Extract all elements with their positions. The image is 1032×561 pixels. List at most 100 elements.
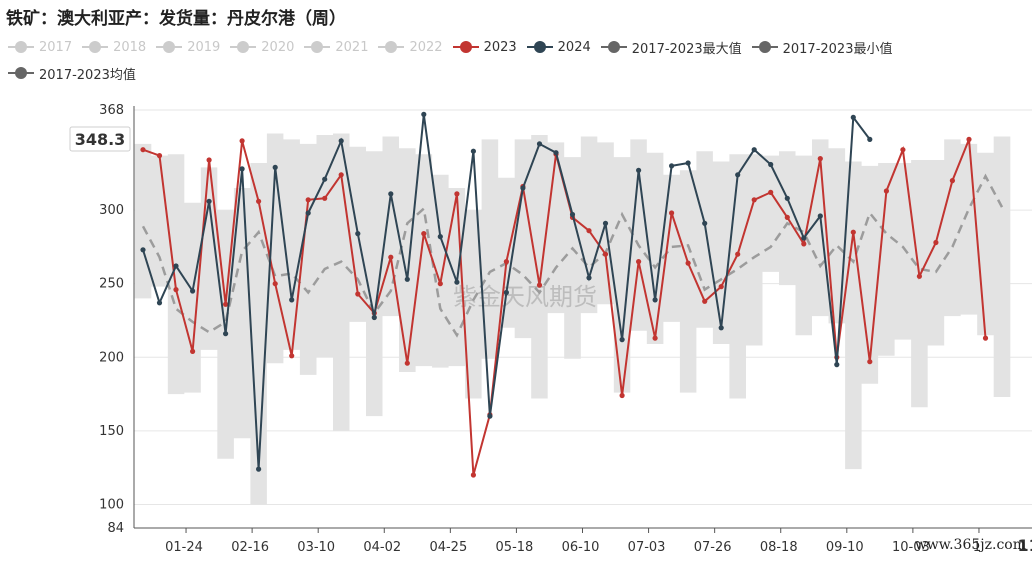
legend-item-2017-2023最小值[interactable]: 2017-2023最小值: [751, 38, 892, 57]
data-point-2023: [437, 281, 443, 287]
data-point-2023: [173, 287, 179, 293]
legend-label: 2018: [113, 39, 147, 55]
y-tick-label: 368: [99, 103, 124, 118]
legend-label: 2021: [335, 39, 369, 55]
legend-item-2021[interactable]: 2021: [304, 38, 368, 56]
data-point-2023: [404, 360, 410, 366]
x-tick-label: 07-26: [694, 540, 732, 555]
y-tick-label: 200: [99, 350, 124, 365]
legend-label: 2020: [261, 39, 295, 55]
data-point-2023: [735, 251, 741, 257]
data-point-2024: [437, 234, 443, 240]
data-point-2024: [470, 148, 476, 154]
legend-item-2024[interactable]: 2024: [526, 38, 591, 56]
legend-label: 2022: [409, 39, 443, 55]
data-point-2024: [602, 220, 609, 226]
data-point-2023: [322, 195, 328, 201]
x-tick-label: 08-18: [760, 540, 798, 555]
x-tick-label: 03-10: [297, 540, 335, 555]
data-point-2024: [652, 297, 658, 303]
legend-symbol-icon: [230, 40, 257, 54]
series-line-avg: [141, 173, 1004, 338]
data-point-2023: [454, 191, 460, 197]
legend-symbol-icon: [600, 40, 627, 54]
data-point-2023: [883, 188, 890, 194]
data-point-2024: [190, 288, 196, 294]
data-point-2023: [190, 348, 196, 354]
legend-item-2017-2023最大值[interactable]: 2017-2023最大值: [600, 38, 742, 57]
legend-item-2017-2023均值[interactable]: 2017-2023均值: [8, 64, 136, 83]
data-point-2023: [338, 172, 344, 178]
data-point-2024: [520, 185, 526, 191]
data-point-2023: [982, 335, 989, 341]
y-tick-label: 300: [99, 203, 124, 218]
data-point-2023: [355, 291, 361, 297]
data-point-2024: [784, 195, 790, 201]
data-point-2024: [751, 147, 757, 153]
legend-label: 2024: [557, 39, 591, 55]
x-tick-label: 05-18: [496, 540, 534, 555]
data-point-2024: [702, 220, 708, 226]
x-tick-label: 04-02: [363, 540, 401, 555]
x-tick-label: 1: [973, 540, 981, 555]
data-point-2024: [586, 275, 592, 281]
data-point-2024: [669, 163, 675, 169]
y-tick-label: 150: [99, 424, 124, 439]
data-point-2024: [553, 150, 559, 156]
legend-symbol-icon: [8, 66, 34, 80]
data-point-2023: [817, 156, 823, 162]
data-point-2023: [206, 157, 212, 163]
legend-label: 2017: [39, 39, 73, 55]
data-point-2024: [289, 297, 295, 303]
data-point-2024: [272, 164, 278, 170]
legend-symbol-icon: [452, 40, 479, 54]
data-point-2024: [156, 300, 163, 306]
data-point-2024: [371, 314, 377, 321]
data-point-2024: [718, 325, 724, 331]
legend-item-2017[interactable]: 2017: [8, 38, 72, 56]
legend-label: 2023: [483, 39, 517, 55]
data-point-2024: [421, 111, 427, 117]
data-point-2023: [850, 229, 856, 235]
corner-watermark: www.365jz.com: [914, 537, 1026, 553]
data-point-2023: [669, 210, 675, 216]
data-point-2024: [454, 279, 460, 285]
legend-item-2023[interactable]: 2023: [452, 38, 517, 56]
data-point-2024: [801, 235, 807, 241]
data-point-2023: [685, 260, 691, 266]
data-point-2023: [470, 472, 476, 478]
legend-label: 2019: [187, 39, 221, 55]
data-point-2024: [619, 337, 625, 343]
x-tick-label: 07-03: [628, 540, 666, 555]
x-tick-label: 11-08: [1017, 536, 1032, 555]
data-point-2024: [140, 247, 146, 253]
y-tick-label: 84: [107, 521, 124, 536]
data-point-2024: [834, 362, 840, 368]
legend-symbol-icon: [8, 40, 34, 54]
data-point-2024: [305, 210, 311, 216]
data-point-2023: [140, 147, 146, 153]
legend-item-2022[interactable]: 2022: [378, 38, 443, 56]
data-point-2023: [256, 198, 262, 204]
data-point-2023: [536, 282, 543, 288]
data-point-2024: [173, 263, 179, 269]
legend-item-2019[interactable]: 2019: [156, 38, 220, 56]
legend-item-2018[interactable]: 2018: [82, 38, 146, 56]
data-point-2023: [602, 251, 609, 257]
data-point-2023: [586, 228, 592, 234]
data-point-2024: [322, 176, 328, 182]
data-point-2023: [768, 189, 774, 195]
legend-label: 2017-2023均值: [39, 67, 136, 83]
data-point-2023: [900, 147, 906, 153]
cursor-value-box: [69, 126, 131, 152]
legend-symbol-icon: [82, 40, 109, 54]
data-point-2024: [536, 141, 543, 147]
band-max-min: [134, 133, 1011, 505]
legend-item-2020[interactable]: 2020: [230, 38, 294, 56]
data-point-2023: [751, 197, 757, 203]
data-point-2023: [636, 259, 642, 265]
legend-label: 2017-2023最大值: [631, 41, 742, 57]
data-point-2023: [702, 298, 708, 304]
data-point-2023: [223, 301, 229, 307]
